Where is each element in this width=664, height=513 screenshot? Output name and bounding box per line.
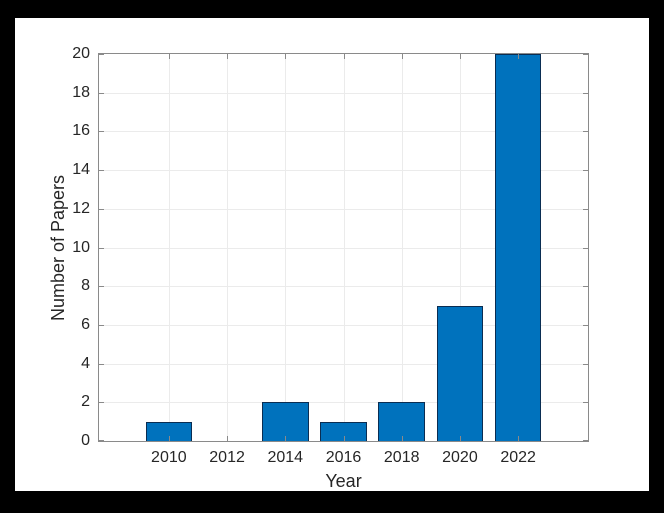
y-axis-tick-left	[99, 363, 104, 365]
x-axis-tick-top	[518, 54, 520, 59]
grid-line-v	[227, 54, 229, 441]
y-axis-tick-left	[99, 286, 104, 288]
y-tick-label: 8	[81, 277, 90, 295]
y-axis-tick-left	[99, 208, 104, 210]
bar-2010	[145, 421, 193, 441]
x-axis-tick-top	[459, 54, 461, 59]
x-axis-tick-bottom	[459, 436, 461, 441]
y-tick-label: 2	[81, 393, 90, 411]
y-tick-label: 20	[72, 45, 90, 62]
y-axis-tick-left	[99, 402, 104, 404]
y-axis-tick-right	[583, 363, 588, 365]
x-axis-tick-bottom	[285, 436, 287, 441]
x-axis-tick-top	[343, 54, 345, 59]
y-axis-tick-left	[99, 131, 104, 133]
grid-line-v	[459, 54, 461, 441]
y-axis-tick-right	[583, 208, 588, 210]
plot-area: 0 2 4 6 8 10 12 14 16 18 20 2010 2012 2014 2016 2018 202…	[72, 45, 589, 466]
x-axis-tick-top	[285, 54, 287, 59]
y-axis-tick-right	[583, 286, 588, 288]
x-tick-label: 2014	[267, 449, 304, 466]
grid-line-v	[168, 54, 170, 441]
y-axis-tick-right	[583, 131, 588, 133]
y-axis-tick-right	[583, 54, 588, 55]
grid-line-v	[343, 54, 345, 441]
y-axis-tick-right	[583, 440, 588, 441]
y-axis-tick-left	[99, 440, 104, 441]
y-axis-tick-right	[583, 92, 588, 94]
y-axis-tick-right	[583, 402, 588, 404]
x-axis-tick-bottom	[343, 436, 345, 441]
x-axis-tick-bottom	[168, 436, 170, 441]
y-tick-label: 14	[72, 161, 90, 179]
x-axis-tick-top	[168, 54, 170, 59]
y-axis-tick-left	[99, 54, 104, 55]
x-axis-tick-bottom	[401, 436, 403, 441]
y-tick-label: 0	[81, 432, 90, 449]
bar-2020	[436, 305, 484, 441]
x-tick-label: 2020	[442, 449, 478, 466]
y-axis-tick-right	[583, 324, 588, 326]
y-tick-label: 18	[72, 83, 90, 101]
x-tick-label: 2018	[383, 449, 420, 466]
x-axis-tick-top	[227, 54, 229, 59]
grid-line-v	[285, 54, 287, 441]
grid-line-v	[401, 54, 403, 441]
x-tick-label: 2022	[500, 449, 536, 466]
x-axis-tick-top	[401, 54, 403, 59]
y-tick-label: 12	[72, 199, 90, 217]
y-tick-label: 16	[72, 122, 90, 140]
bar-2016	[320, 421, 367, 441]
bar-2022	[494, 54, 542, 441]
y-axis-tick-right	[583, 247, 588, 249]
bar-2018	[378, 402, 425, 441]
x-axis-tick-bottom	[227, 436, 229, 441]
x-axis-label: Year	[325, 471, 362, 491]
bar-2014	[261, 402, 309, 441]
y-axis-tick-left	[99, 247, 104, 249]
figure-canvas: Number of Papers 0 2 4 6 8 10 12 14 16 18 20 2010 20…	[15, 18, 649, 491]
y-tick-label: 4	[81, 354, 90, 372]
x-tick-label: 2010	[151, 449, 187, 466]
y-tick-label: 10	[72, 238, 90, 256]
x-tick-label: 2012	[209, 449, 245, 466]
y-axis-tick-left	[99, 170, 104, 172]
y-axis-tick-left	[99, 324, 104, 326]
y-axis-tick-left	[99, 92, 104, 94]
x-axis-tick-bottom	[518, 436, 520, 441]
x-tick-label: 2016	[325, 449, 362, 466]
y-tick-label: 6	[81, 315, 90, 333]
y-axis-tick-right	[583, 170, 588, 172]
